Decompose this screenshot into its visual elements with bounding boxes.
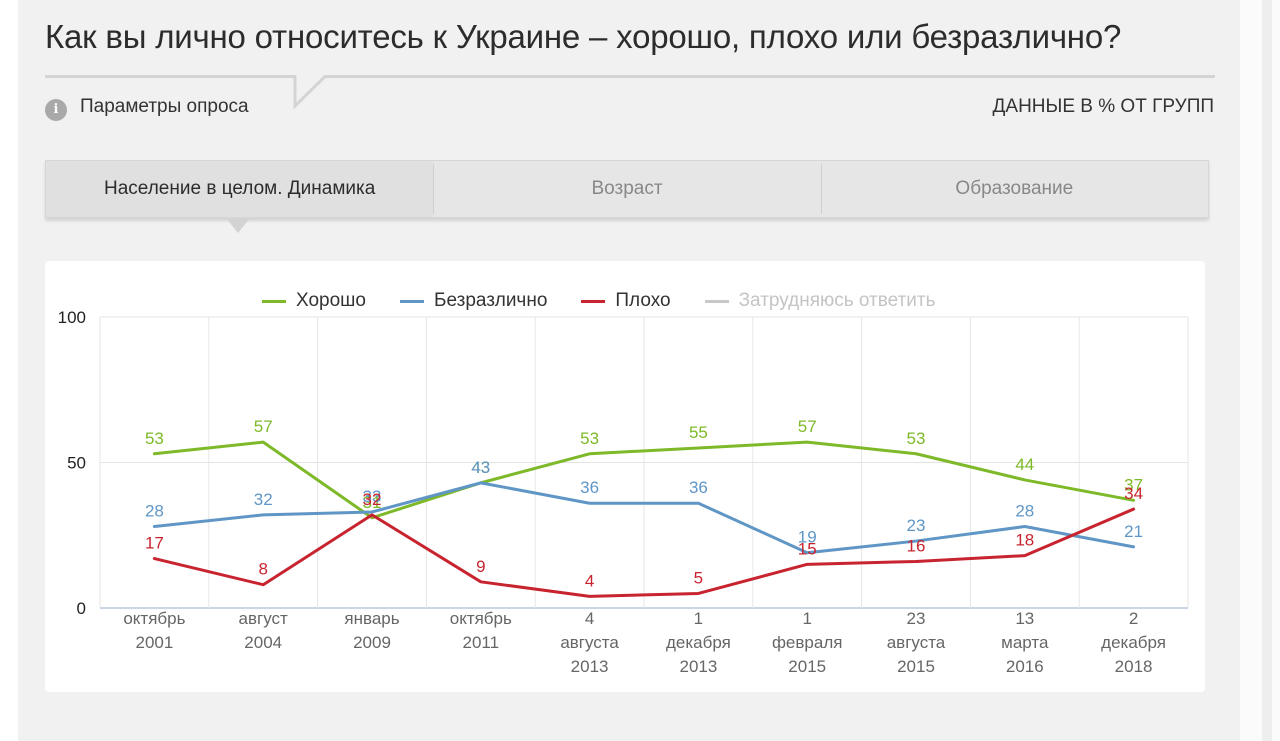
- data-label: 15: [798, 539, 817, 558]
- y-tick-label: 100: [58, 308, 86, 327]
- data-label: 31: [363, 493, 382, 512]
- survey-params-link[interactable]: Параметры опроса: [80, 96, 249, 117]
- data-label: 32: [254, 490, 273, 509]
- data-label: 44: [1015, 455, 1034, 474]
- legend-swatch-bad: [581, 299, 606, 303]
- data-label: 36: [689, 478, 708, 497]
- data-label: 57: [798, 417, 817, 436]
- x-tick-label: октябрь 2001: [123, 609, 185, 652]
- data-label: 53: [580, 429, 599, 448]
- data-label: 28: [145, 502, 164, 521]
- active-tab-pointer: [226, 218, 250, 233]
- data-label: 33: [363, 487, 382, 506]
- series-line-0: [152, 440, 1136, 520]
- legend-label-good: Хорошо: [296, 290, 366, 311]
- tab-education[interactable]: Образование: [820, 161, 1208, 217]
- data-label: 9: [476, 557, 485, 576]
- scroll-gutter: [1240, 0, 1280, 741]
- x-tick-label: 1 декабря 2013: [666, 609, 731, 676]
- x-tick-label: 4 августа 2013: [560, 609, 619, 676]
- data-label: 43: [471, 458, 490, 477]
- x-tick-label: январь 2009: [344, 609, 399, 652]
- legend-label-hard-to-say: Затрудняюсь ответить: [738, 290, 936, 311]
- x-tick-label: 23 августа 2015: [887, 609, 946, 676]
- units-label: ДАННЫЕ В % ОТ ГРУПП: [992, 96, 1214, 117]
- series-line-1: [152, 481, 1136, 555]
- data-label: 19: [798, 528, 817, 547]
- legend-label-indifferent: Безразлично: [433, 290, 548, 311]
- data-label: 43: [471, 458, 490, 477]
- x-tick-label: 13 марта 2016: [1001, 609, 1049, 676]
- series-line-2: [152, 507, 1136, 598]
- chart-legend: Хорошо Безразлично Плохо Затрудняюсь отв…: [262, 290, 936, 312]
- x-tick-label: август 2004: [239, 609, 288, 652]
- data-label: 53: [145, 429, 164, 448]
- tab-age[interactable]: Возраст: [433, 161, 820, 217]
- data-label: 57: [254, 417, 273, 436]
- data-label: 37: [1124, 475, 1143, 494]
- legend-item-good[interactable]: Хорошо: [262, 290, 366, 312]
- data-label: 32: [363, 490, 382, 509]
- x-tick-label: октябрь 2011: [450, 609, 512, 652]
- data-label: 17: [145, 534, 164, 553]
- data-label: 34: [1124, 484, 1143, 503]
- data-label: 28: [1015, 502, 1034, 521]
- page-title: Как вы лично относитесь к Украине – хоро…: [45, 18, 1122, 55]
- data-label: 21: [1124, 522, 1143, 541]
- tab-bar: Население в целом. Динамика Возраст Обра…: [45, 160, 1209, 218]
- data-label: 36: [580, 478, 599, 497]
- legend-swatch-good: [262, 299, 286, 303]
- data-label: 18: [1015, 531, 1034, 550]
- scrollbar[interactable]: [1262, 0, 1272, 741]
- y-tick-label: 50: [67, 454, 86, 473]
- info-icon[interactable]: i: [45, 99, 67, 121]
- data-label: 16: [907, 536, 926, 555]
- legend-item-bad[interactable]: Плохо: [581, 290, 671, 312]
- tab-population-dynamics[interactable]: Население в целом. Динамика: [46, 161, 434, 217]
- data-label: 8: [258, 560, 267, 579]
- legend-swatch-indifferent: [399, 299, 424, 303]
- data-label: 55: [689, 423, 708, 442]
- x-tick-label: 1 февраля 2015: [772, 609, 843, 676]
- title-divider: [45, 75, 1215, 110]
- legend-item-hard-to-say[interactable]: Затрудняюсь ответить: [704, 290, 936, 312]
- data-label: 53: [907, 429, 926, 448]
- y-tick-label: 0: [77, 599, 86, 618]
- data-label: 5: [694, 568, 703, 587]
- data-label: 23: [907, 516, 926, 535]
- legend-swatch-hard-to-say: [704, 299, 729, 303]
- data-label: 4: [585, 571, 594, 590]
- x-tick-label: 2 декабря 2018: [1101, 609, 1166, 676]
- legend-label-bad: Плохо: [615, 290, 671, 311]
- legend-item-indifferent[interactable]: Безразлично: [399, 290, 548, 312]
